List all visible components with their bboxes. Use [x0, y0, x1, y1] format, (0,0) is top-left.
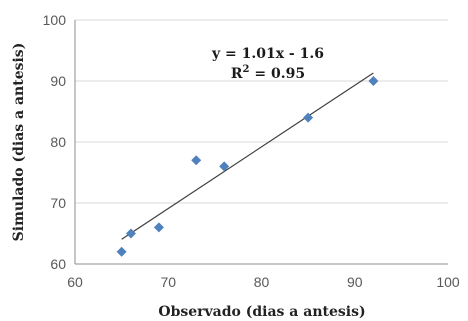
data-point-6	[303, 112, 314, 123]
y-tick-label-60: 60	[50, 256, 66, 272]
r-squared-value: = 0.95	[250, 66, 306, 82]
y-axis-title: Simulado (dias a antesis)	[11, 43, 27, 242]
y-tick-label-80: 80	[50, 134, 66, 150]
x-tick-label-80: 80	[254, 274, 270, 290]
r-squared-label: R2 = 0.95	[231, 64, 305, 82]
data-point-3	[153, 222, 164, 233]
y-tick-label-90: 90	[50, 73, 66, 89]
x-tick-labels: 60 70 80 90 100	[67, 274, 460, 290]
grid-lines	[75, 19, 448, 204]
y-tick-label-70: 70	[50, 195, 66, 211]
y-tick-labels: 60 70 80 90 100	[43, 12, 67, 272]
trendline-equation: y = 1.01x - 1.6	[211, 46, 324, 62]
x-tick-label-90: 90	[347, 274, 363, 290]
y-tick-label-100: 100	[43, 12, 67, 28]
x-tick-label-70: 70	[160, 274, 176, 290]
x-tick-label-60: 60	[67, 274, 83, 290]
data-point-5	[219, 161, 230, 172]
data-point-4	[191, 155, 202, 166]
r-squared-superscript: 2	[243, 64, 250, 75]
r-squared-prefix: R	[231, 66, 243, 82]
data-points	[116, 76, 379, 257]
trendline	[121, 72, 374, 240]
data-point-7	[368, 76, 379, 86]
x-axis-title: Observado (dias a antesis)	[158, 304, 365, 320]
data-point-2	[125, 228, 136, 239]
data-point-1	[116, 246, 127, 257]
x-tick-label-100: 100	[436, 274, 460, 290]
